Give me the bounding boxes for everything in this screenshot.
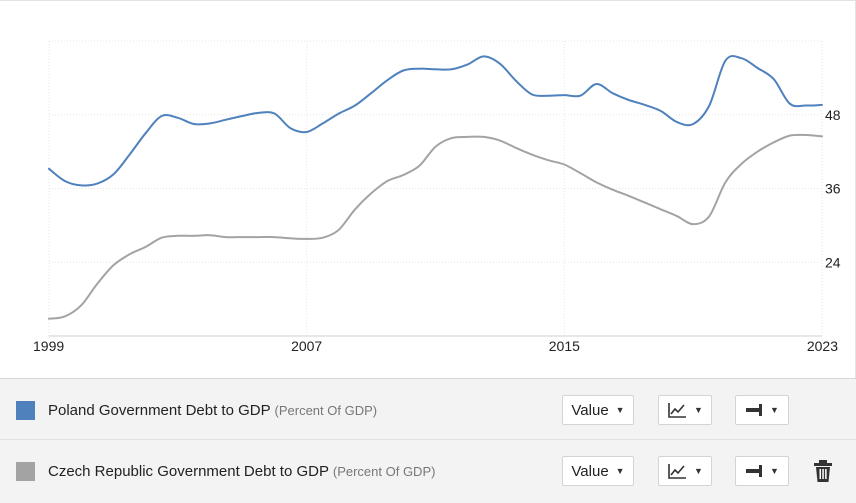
y-tick-label: 24 (825, 254, 841, 270)
caret-down-icon: ▼ (694, 466, 703, 476)
line-style-dropdown[interactable]: ▼ (735, 395, 789, 425)
series-color-swatch[interactable] (16, 462, 35, 481)
series-color-swatch[interactable] (16, 401, 35, 420)
legend-row-poland: Poland Government Debt to GDP (Percent O… (0, 379, 856, 439)
caret-down-icon: ▼ (615, 405, 625, 415)
delete-series-button[interactable] (812, 458, 834, 484)
caret-down-icon: ▼ (615, 466, 625, 476)
value-dropdown[interactable]: Value ▼ (562, 395, 634, 425)
x-tick-label: 2007 (291, 338, 322, 354)
line-chart: 1999 2007 2015 2023 24 36 48 (33, 40, 841, 354)
series-line-czech-republic-government-debt-to-gdp (48, 133, 823, 320)
trash-icon (814, 460, 832, 482)
series-name: Czech Republic Government Debt to GDP (48, 463, 329, 480)
y-tick-label: 48 (825, 107, 841, 123)
series-line-poland-government-debt-to-gdp (48, 55, 823, 187)
series-name: Poland Government Debt to GDP (48, 402, 271, 419)
legend-label: Czech Republic Government Debt to GDP (P… (48, 463, 435, 480)
caret-down-icon: ▼ (770, 466, 779, 476)
line-chart-icon (668, 403, 687, 418)
series-unit: (Percent Of GDP) (332, 464, 436, 479)
legend-label: Poland Government Debt to GDP (Percent O… (48, 402, 377, 419)
y-tick-label: 36 (825, 181, 841, 197)
chart-type-dropdown[interactable]: ▼ (658, 395, 712, 425)
legend-row-czech-republic: Czech Republic Government Debt to GDP (P… (0, 439, 856, 500)
x-tick-label: 2015 (549, 338, 580, 354)
line-style-icon (746, 465, 763, 477)
chart-type-dropdown[interactable]: ▼ (658, 456, 712, 486)
line-style-dropdown[interactable]: ▼ (735, 456, 789, 486)
caret-down-icon: ▼ (694, 405, 703, 415)
value-dropdown-label: Value (571, 401, 609, 419)
value-dropdown[interactable]: Value ▼ (562, 456, 634, 486)
legend-panel: Poland Government Debt to GDP (Percent O… (0, 378, 856, 503)
x-tick-label: 2023 (807, 338, 838, 354)
x-tick-label: 1999 (33, 338, 64, 354)
series-unit: (Percent Of GDP) (274, 403, 378, 418)
value-dropdown-label: Value (571, 462, 609, 480)
line-chart-icon (668, 464, 687, 479)
chart-area: 1999 2007 2015 2023 24 36 48 (0, 0, 856, 378)
caret-down-icon: ▼ (770, 405, 779, 415)
line-style-icon (746, 404, 763, 416)
